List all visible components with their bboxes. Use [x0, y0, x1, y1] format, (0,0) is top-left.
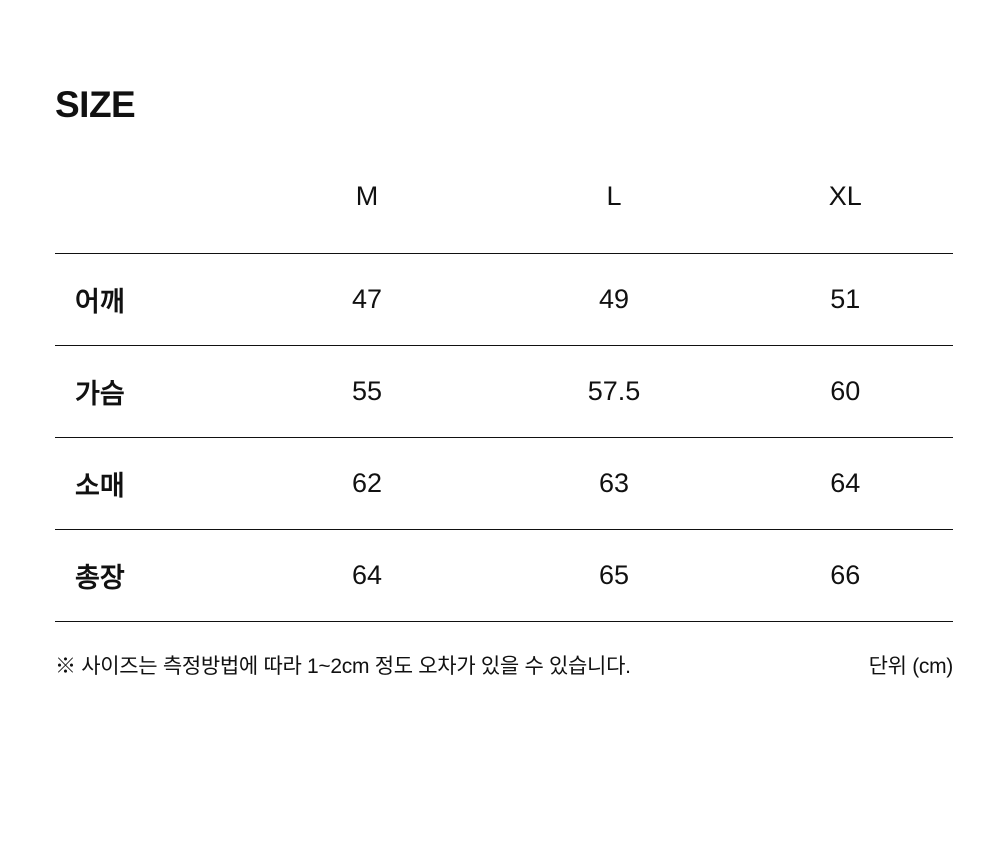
- size-value: 62: [243, 437, 491, 530]
- table-row-total-length: 총장 64 65 66: [55, 529, 953, 622]
- row-label-shoulder: 어깨: [55, 253, 244, 346]
- size-value: 64: [737, 437, 953, 530]
- column-header-m: M: [243, 141, 491, 254]
- size-value: 65: [490, 529, 738, 622]
- size-value: 60: [737, 345, 953, 438]
- size-disclaimer-note: ※ 사이즈는 측정방법에 따라 1~2cm 정도 오차가 있을 수 있습니다.: [55, 655, 631, 678]
- unit-label: 단위 (cm): [868, 655, 954, 678]
- size-value: 49: [490, 253, 738, 346]
- row-label-sleeve: 소매: [55, 437, 244, 530]
- column-header-xl: XL: [737, 141, 953, 254]
- row-label-total-length: 총장: [55, 529, 244, 622]
- size-value: 63: [490, 437, 738, 530]
- row-label-chest: 가슴: [55, 345, 244, 438]
- header-row: M L XL: [55, 141, 953, 254]
- size-table-header: M L XL: [55, 141, 953, 254]
- table-row-chest: 가슴 55 57.5 60: [55, 345, 953, 438]
- table-row-shoulder: 어깨 47 49 51: [55, 253, 953, 346]
- size-table: M L XL 어깨 47 49 51 가슴 55 57.5 60 소매 62 6…: [55, 141, 953, 622]
- size-value: 55: [243, 345, 491, 438]
- header-blank-cell: [55, 141, 244, 254]
- size-value: 66: [737, 529, 953, 622]
- table-row-sleeve: 소매 62 63 64: [55, 437, 953, 530]
- size-value: 57.5: [490, 345, 738, 438]
- size-value: 64: [243, 529, 491, 622]
- size-value: 51: [737, 253, 953, 346]
- page-title: SIZE: [55, 84, 136, 125]
- column-header-l: L: [490, 141, 738, 254]
- table-footer: ※ 사이즈는 측정방법에 따라 1~2cm 정도 오차가 있을 수 있습니다. …: [55, 650, 953, 680]
- size-table-body: 어깨 47 49 51 가슴 55 57.5 60 소매 62 63 64 총장…: [55, 253, 953, 622]
- size-value: 47: [243, 253, 491, 346]
